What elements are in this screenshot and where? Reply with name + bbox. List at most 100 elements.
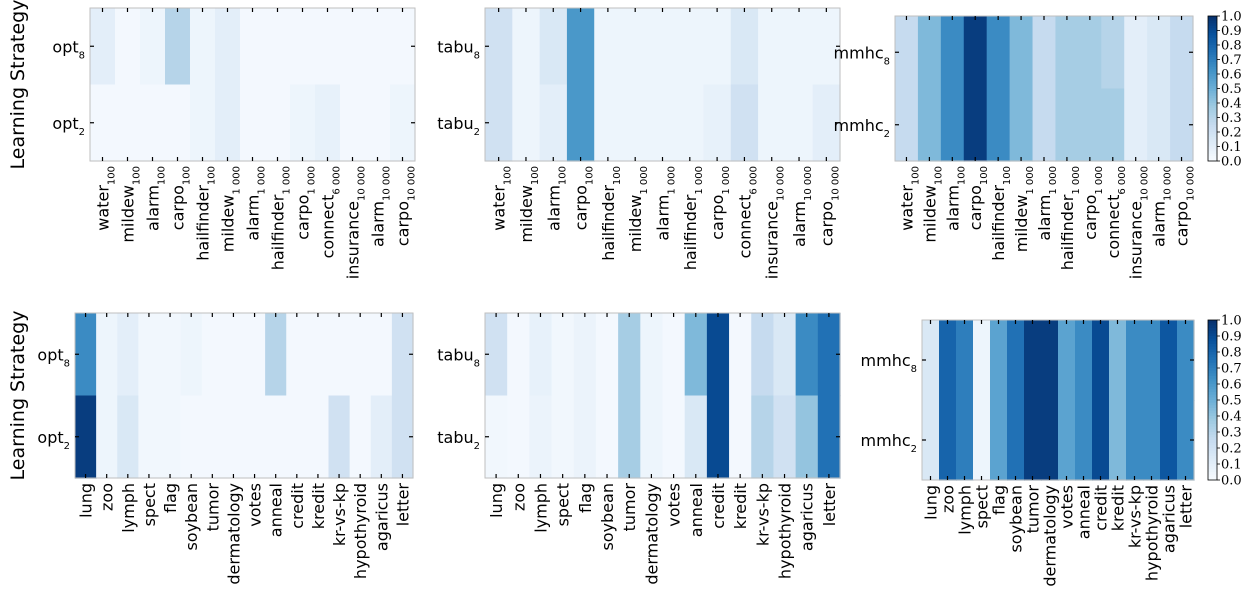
heatmap-cell — [648, 8, 677, 86]
heatmap-cell — [1024, 400, 1042, 481]
heatmap-cell — [539, 8, 568, 86]
heatmap-cell — [340, 84, 366, 162]
heatmap-cell — [895, 88, 919, 162]
x-tick-label: agaricus — [372, 483, 391, 551]
heatmap-cell — [973, 320, 991, 401]
heatmap-cell — [817, 395, 841, 479]
y-tick-label: tabu2 — [437, 114, 480, 138]
heatmap-cell — [795, 395, 819, 479]
x-tick-label: alarm10 000 — [369, 166, 393, 247]
colorbar-segment — [1208, 69, 1217, 73]
x-tick-label: votes — [1058, 485, 1077, 529]
heatmap-cell — [1101, 88, 1125, 162]
x-tick-label: alarm100 — [144, 166, 168, 231]
y-tick-label: tabu2 — [437, 428, 480, 452]
colorbar-segment — [1208, 477, 1217, 481]
heatmap-cell — [159, 313, 182, 397]
x-tick-label: hailfinder100 — [989, 166, 1013, 261]
colorbar-segment — [1208, 37, 1217, 41]
colorbar-tick-label: 0.3 — [1221, 426, 1242, 441]
heatmap-cell — [990, 320, 1008, 401]
heatmap-cell — [1009, 16, 1034, 90]
heatmap-cell — [307, 313, 330, 397]
heatmap-cell — [1124, 88, 1148, 162]
x-tick-label: soybean — [182, 483, 201, 551]
heatmap-cell — [621, 8, 650, 86]
x-tick-label: kr-vs-kp — [1126, 485, 1145, 548]
colorbar-segment — [1208, 20, 1217, 24]
x-tick-label: letter — [393, 483, 412, 527]
colorbar-segment — [1208, 346, 1217, 350]
colorbar-segment — [1208, 42, 1217, 46]
heatmap-cell — [485, 8, 513, 86]
colorbar-segment — [1208, 144, 1217, 148]
heatmap-cell — [190, 8, 216, 86]
heatmap-cell — [1143, 400, 1161, 481]
heatmap-cell — [684, 313, 708, 397]
x-tick-label: carpo100 — [572, 166, 596, 230]
colorbar-segment — [1208, 117, 1217, 121]
heatmap-cell — [618, 395, 641, 479]
heatmap-cell — [340, 8, 366, 86]
colorbar-segment — [1208, 74, 1217, 78]
heatmap-cell — [956, 400, 974, 481]
x-tick-label: flag — [990, 485, 1009, 515]
x-tick-label: votes — [246, 483, 265, 527]
heatmap-cell — [785, 8, 814, 86]
heatmap-cell — [940, 88, 965, 162]
y-axis-label: Learning Strategy — [7, 0, 29, 169]
heatmap-cell — [729, 313, 752, 397]
colorbar-segment — [1208, 373, 1217, 377]
heatmap-cell — [1058, 320, 1076, 401]
colorbar-segment — [1208, 410, 1217, 414]
colorbar-segment — [1208, 338, 1217, 342]
x-tick-label: carpo1 000 — [708, 166, 732, 240]
x-tick-label: lymph — [119, 483, 138, 533]
x-tick-label: lymph — [531, 483, 550, 533]
colorbar-tick-label: 0.4 — [1221, 97, 1242, 112]
colorbar-segment — [1208, 28, 1217, 32]
x-tick-label: alarm1 000 — [1035, 166, 1059, 241]
heatmap-cell — [1007, 320, 1025, 401]
heatmap-cell — [391, 313, 414, 397]
x-tick-label: alarm10 000 — [790, 166, 814, 247]
heatmap-cell — [551, 395, 575, 479]
colorbar-segment — [1208, 134, 1217, 138]
x-tick-label: zoo — [939, 485, 958, 513]
colorbar-tick-label: 0.6 — [1221, 378, 1242, 393]
y-tick-label: opt8 — [52, 37, 85, 61]
heatmap-cell — [265, 395, 287, 479]
colorbar-tick-label: 0.6 — [1221, 68, 1242, 83]
heatmap-cell — [1147, 16, 1171, 90]
y-tick-label: mmhc8 — [861, 351, 917, 375]
heatmap-cell — [812, 8, 841, 86]
heatmap-cell — [365, 8, 391, 86]
colorbar-tick-label: 1.0 — [1221, 314, 1242, 329]
colorbar-segment — [1208, 344, 1217, 348]
colorbar-segment — [1208, 61, 1217, 65]
heatmap-cell — [895, 16, 919, 90]
colorbar-segment — [1208, 88, 1217, 92]
colorbar-segment — [1208, 93, 1217, 97]
heatmap-cell — [1032, 16, 1057, 90]
x-tick-label: spect — [973, 485, 992, 528]
x-tick-label: dermatology — [224, 483, 243, 585]
colorbar-segment — [1208, 424, 1217, 428]
heatmap-cell — [594, 8, 623, 86]
x-tick-label: connect6 000 — [319, 166, 343, 258]
x-tick-label: tumor — [620, 483, 639, 532]
heatmap-cell — [370, 395, 393, 479]
colorbar-segment — [1208, 453, 1217, 457]
heatmap-cell — [939, 320, 957, 401]
x-tick-label: hailfinder1 000 — [681, 166, 705, 270]
heatmap-cell — [215, 8, 241, 86]
colorbar-segment — [1208, 18, 1217, 22]
heatmap-cell — [165, 84, 191, 162]
x-tick-label: lymph — [956, 485, 975, 535]
heatmap-cell — [328, 395, 351, 479]
colorbar-segment — [1208, 30, 1217, 34]
colorbar-segment — [1208, 107, 1217, 111]
colorbar-segment — [1208, 81, 1217, 85]
heatmap-panel-top-right: mmhc8mmhc2water100mildew100alarm100carpo… — [834, 10, 1242, 280]
x-tick-label: lung — [77, 483, 96, 518]
